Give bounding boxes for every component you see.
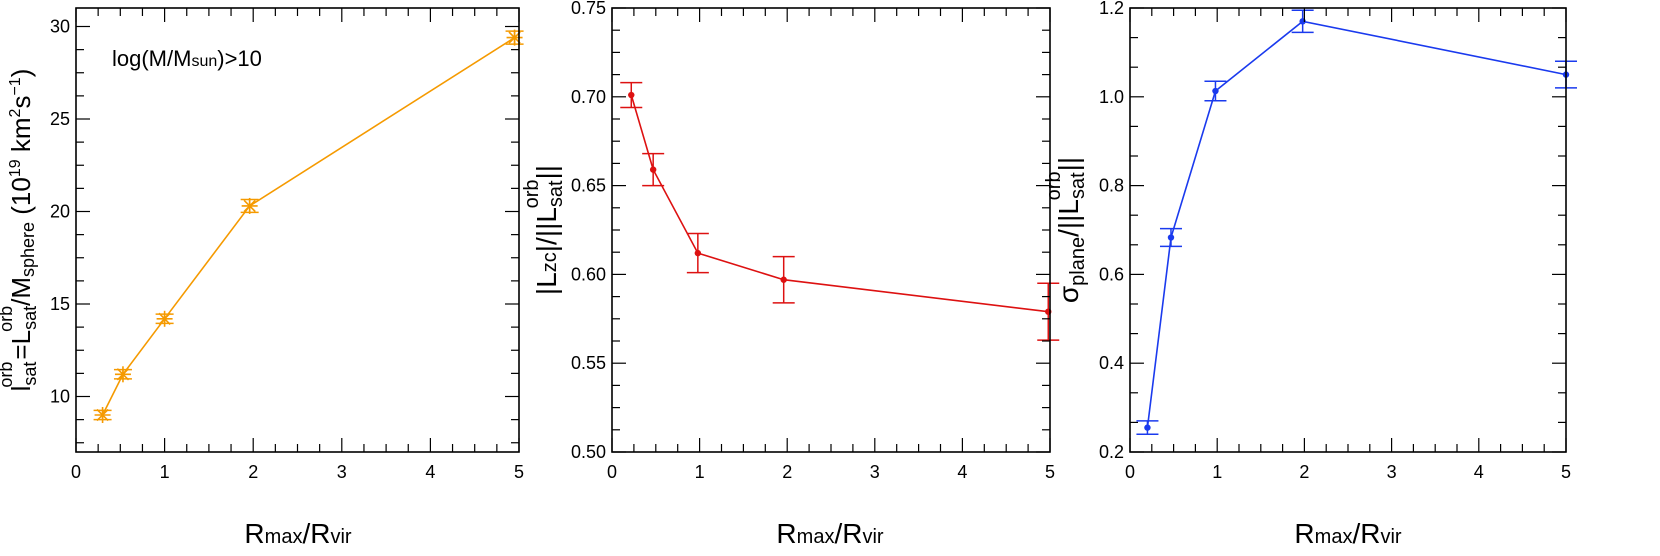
panel-1-x-label: Rmax/Rvir [244, 518, 351, 549]
x-tick-label: 3 [337, 462, 347, 482]
data-point [694, 249, 702, 257]
panel-3-marks [1136, 9, 1577, 435]
panel-2-y-label: |Lzc|/||Lsatorb|| [521, 165, 567, 295]
panel-3-x-label: Rmax/Rvir [1294, 518, 1401, 549]
data-point [114, 366, 131, 383]
data-point [1212, 87, 1219, 95]
panel-2-x-label: Rmax/Rvir [776, 518, 883, 549]
y-tick-label: 0.2 [1099, 442, 1124, 462]
x-tick-label: 5 [1045, 462, 1055, 482]
data-point [506, 29, 523, 46]
data-point [649, 166, 657, 173]
panel-1-frame [75, 7, 520, 453]
data-point [241, 197, 258, 214]
x-tick-label: 2 [248, 462, 258, 482]
y-tick-label: 0.65 [571, 176, 606, 196]
y-tick-label: 1.0 [1099, 87, 1124, 107]
x-tick-label: 5 [1561, 462, 1571, 482]
panel-1-annotation: log(M/Msun)>10 [112, 46, 262, 71]
x-tick-label: 1 [160, 462, 170, 482]
y-tick-label: 25 [50, 109, 70, 129]
data-point [780, 276, 787, 283]
data-point [156, 310, 173, 327]
y-tick-label: 0.60 [571, 264, 606, 284]
panel-2-ticks: 0 1 2 3 4 5 0.50 0.55 0.60 0.65 0.70 0.75 [571, 0, 1055, 482]
series-line [630, 94, 1049, 313]
data-point [628, 91, 635, 99]
y-tick-label: 20 [50, 202, 70, 222]
data-point [1167, 234, 1175, 241]
series-line [1146, 20, 1567, 428]
data-point [94, 407, 111, 423]
y-tick-label: 15 [50, 294, 70, 314]
x-tick-label: 3 [870, 462, 880, 482]
y-tick-label: 1.2 [1099, 0, 1124, 18]
x-tick-label: 0 [1125, 462, 1135, 482]
x-tick-label: 5 [514, 462, 524, 482]
y-tick-label: 0.6 [1099, 264, 1124, 284]
y-tick-label: 0.8 [1099, 176, 1124, 196]
x-tick-label: 4 [1474, 462, 1484, 482]
y-tick-label: 30 [50, 17, 70, 37]
panel-1-marks [93, 29, 524, 423]
panel-2-frame [611, 7, 1051, 453]
x-tick-label: 4 [425, 462, 435, 482]
data-point [1144, 424, 1151, 431]
x-tick-label: 0 [607, 462, 617, 482]
y-tick-label: 0.75 [571, 0, 606, 18]
y-tick-label: 0.4 [1099, 353, 1124, 373]
x-tick-label: 0 [71, 462, 81, 482]
panel-2-marks [620, 81, 1060, 341]
y-tick-label: 10 [50, 387, 70, 407]
panel-3: 0 1 2 3 4 50.20.40.60.81.01.2 Rmax/Rvir σplan… [1043, 0, 1577, 549]
y-tick-label: 0.55 [571, 353, 606, 373]
x-tick-label: 2 [782, 462, 792, 482]
panel-1: 0 1 2 3 4 5 10 15 20 25 30 log(M/Msun)>10 Rmax/Rvi… [0, 7, 524, 549]
x-tick-label: 3 [1387, 462, 1397, 482]
x-tick-label: 1 [695, 462, 705, 482]
y-tick-label: 0.50 [571, 442, 606, 462]
x-tick-label: 4 [957, 462, 967, 482]
panel-1-ticks: 0 1 2 3 4 5 10 15 20 25 30 [50, 8, 524, 482]
y-tick-label: 0.70 [571, 87, 606, 107]
x-tick-label: 1 [1212, 462, 1222, 482]
panel-1-y-label: lsatorb=Lsatorb/Msphere (1019 km2s−1) [0, 69, 40, 392]
x-tick-label: 2 [1299, 462, 1309, 482]
panel-3-ticks: 0 1 2 3 4 5 0.2 0.4 0.6 0.8 1.0 1.2 [1099, 0, 1571, 482]
series-line [101, 36, 515, 416]
panel-3-frame [1129, 7, 1567, 453]
panel-2: 0 1 2 3 4 5 0.50 0.55 0.60 0.65 0.70 0.75 Rmax/Rvir… [521, 0, 1060, 549]
